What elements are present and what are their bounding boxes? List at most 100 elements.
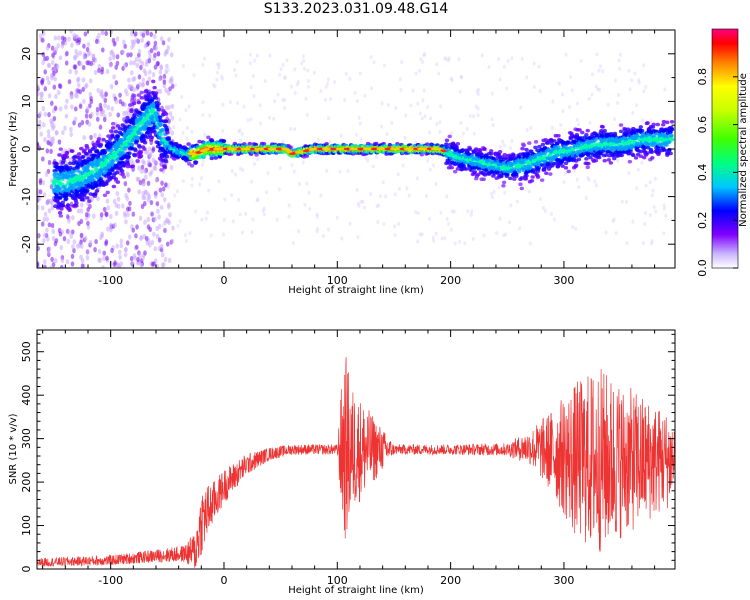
spectrogram-noise — [293, 67, 297, 72]
spectrogram-noise — [183, 233, 187, 238]
spectrogram-noise — [217, 179, 221, 184]
spectrogram-cell — [92, 153, 97, 158]
spectrogram-cell — [85, 146, 90, 150]
spectrogram-noise — [538, 197, 542, 202]
spectrogram-noise — [319, 88, 323, 93]
spectrogram-noise — [420, 116, 424, 121]
spectrogram-noise — [328, 97, 332, 102]
spectrogram-noise — [549, 211, 553, 216]
spectrogram-noise — [41, 122, 46, 128]
spectrogram-noise — [43, 264, 47, 268]
spectrogram-noise — [315, 229, 319, 234]
spectrogram-noise — [153, 33, 157, 40]
spectrogram-noise — [283, 76, 287, 81]
spectrogram-cell — [126, 154, 131, 159]
spectrogram-noise — [38, 119, 42, 125]
spectrogram-noise — [161, 186, 166, 192]
spectrogram-noise — [155, 201, 160, 207]
spectrogram-noise — [450, 209, 454, 214]
spectrogram-noise — [275, 217, 279, 222]
spectrogram-cell — [160, 127, 165, 132]
spectrogram-cell — [102, 150, 108, 155]
spectrogram-noise — [597, 68, 601, 73]
spectrogram-noise — [461, 131, 465, 136]
spectrogram-noise — [49, 265, 54, 268]
spectrogram-cell — [247, 141, 253, 146]
spectrogram-noise — [499, 145, 503, 150]
spectrogram-cell — [125, 159, 130, 164]
spectrogram-cell — [374, 141, 379, 146]
spectrogram-noise — [283, 75, 287, 80]
spectrogram-noise — [70, 104, 74, 110]
spectrogram-noise — [460, 75, 464, 80]
spectrogram-noise — [637, 77, 641, 82]
spectrogram-cell — [132, 93, 137, 98]
spectrogram-noise — [140, 37, 144, 43]
spectrogram-noise — [440, 236, 444, 241]
spectrogram-noise — [324, 84, 328, 89]
spectrogram-noise — [420, 232, 424, 237]
spectrogram-noise — [192, 73, 196, 78]
spectrogram-noise — [358, 71, 362, 76]
spectrogram-noise — [152, 231, 156, 237]
spectrogram-noise — [124, 219, 128, 225]
spectrogram-cell — [84, 152, 89, 156]
spectrogram-noise — [163, 256, 168, 263]
spectrogram-noise — [497, 57, 501, 62]
spectrogram-noise — [143, 174, 148, 180]
spectrogram-cell — [149, 135, 155, 140]
spectrogram-noise — [81, 64, 86, 71]
spectrogram-cell — [539, 178, 545, 182]
spectrogram-noise — [308, 207, 312, 212]
spectrogram-noise — [49, 136, 54, 143]
spectrogram-noise — [376, 219, 380, 224]
spectrogram-cell — [139, 90, 144, 95]
spectrogram-noise — [40, 77, 45, 83]
spectrogram-noise — [633, 71, 637, 76]
spectrogram-noise — [452, 209, 456, 214]
spectrogram-noise — [60, 43, 65, 49]
spectrogram-noise — [292, 169, 296, 174]
spectrogram-cell — [121, 163, 127, 168]
spectrogram-noise — [132, 87, 136, 93]
spectrogram-noise — [315, 214, 319, 219]
spectrogram-noise — [482, 233, 486, 238]
spectrogram-cell — [206, 135, 211, 140]
spectrogram-noise — [302, 58, 306, 63]
spectrogram-noise — [348, 76, 352, 81]
spectrogram-noise — [47, 159, 52, 166]
spectrogram-noise — [471, 236, 475, 241]
spectrogram-cell — [158, 122, 163, 127]
spectrogram-noise — [418, 232, 422, 237]
spectrogram-cell — [535, 175, 541, 179]
spectrogram-noise — [127, 83, 132, 90]
spectrogram-cell — [76, 155, 81, 160]
spectrogram-noise — [359, 199, 363, 204]
spectrogram-noise — [50, 222, 55, 229]
spectrogram-noise — [86, 41, 91, 48]
spectrogram-noise — [344, 71, 348, 76]
spectrogram-cell — [125, 164, 131, 169]
spectrogram-noise — [321, 234, 325, 239]
spectrogram-noise — [167, 257, 172, 263]
spectrogram-noise — [153, 216, 157, 222]
spectrogram-noise — [178, 117, 182, 122]
spectrogram-noise — [67, 36, 71, 42]
spectrogram-cell — [444, 138, 450, 143]
spectrogram-noise — [237, 129, 241, 134]
spectrogram-noise — [168, 80, 172, 85]
spectrogram-cell — [472, 170, 478, 174]
spectrogram-cell — [110, 134, 115, 139]
spectrogram-noise — [386, 103, 390, 108]
spectrogram-noise — [136, 256, 140, 263]
spectrogram-noise — [644, 84, 648, 89]
spectrogram-noise — [134, 233, 138, 239]
spectrogram-noise — [118, 92, 122, 98]
spectrogram-cell — [76, 152, 82, 156]
spectrogram-noise — [297, 229, 301, 234]
spectrogram-noise — [636, 167, 640, 172]
spectrogram-noise — [139, 262, 144, 268]
spectrogram-noise — [148, 69, 152, 75]
spectrogram-noise — [591, 72, 595, 77]
spectrogram-noise — [115, 54, 120, 60]
